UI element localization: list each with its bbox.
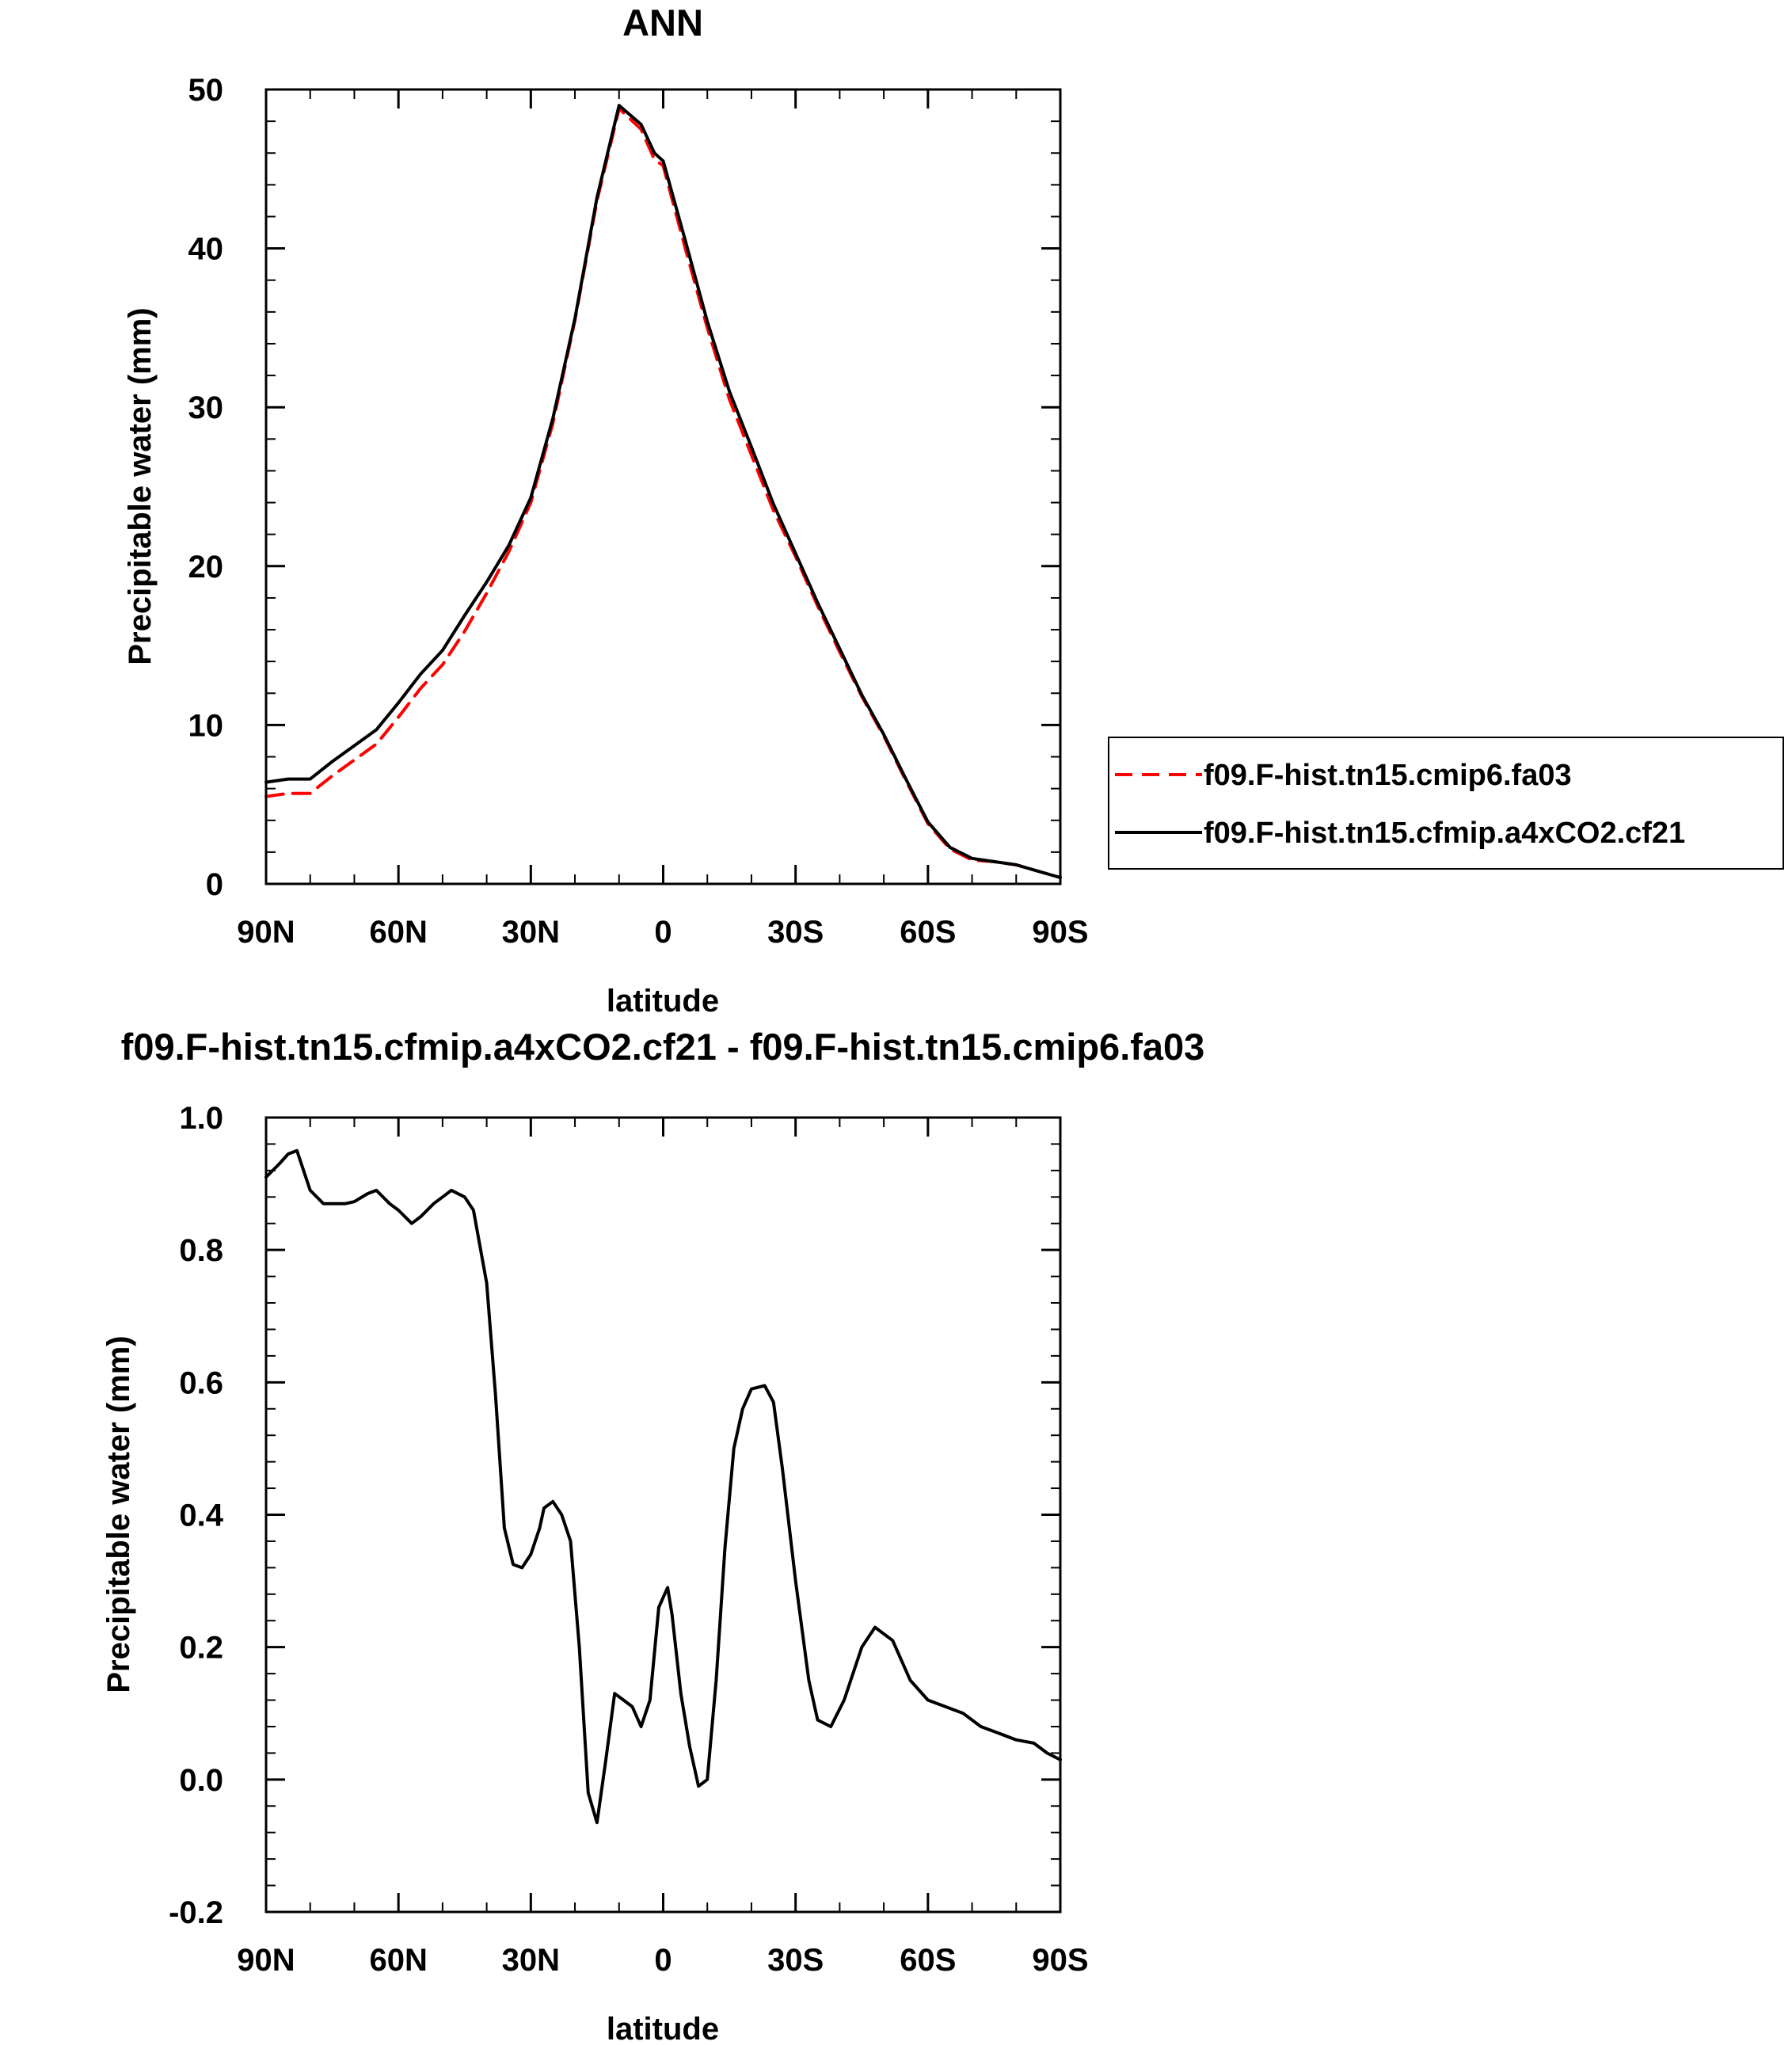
- axis-ticks: [264, 1116, 1062, 1914]
- x-tick-label: 0: [654, 1943, 672, 1978]
- x-tick-labels: 90N 60N 30N 0 30S 60S 90S: [237, 1943, 1088, 1978]
- y-tick-label: 40: [188, 232, 224, 267]
- legend-label-cmip6: f09.F-hist.tn15.cmip6.fa03: [1204, 759, 1572, 792]
- x-tick-label: 30S: [767, 915, 824, 950]
- x-tick-label: 30N: [502, 1943, 560, 1978]
- series-lines: [264, 1148, 1062, 1825]
- y-tick-label: -0.2: [169, 1895, 223, 1930]
- plot-frame: [264, 88, 1062, 885]
- x-tick-label: 60S: [900, 915, 956, 950]
- x-axis-label: latitude: [607, 2012, 719, 2045]
- x-tick-label: 90S: [1032, 1943, 1088, 1978]
- y-axis-label: Precipitable water (mm): [101, 1335, 136, 1693]
- chart-title: f09.F-hist.tn15.cfmip.a4xCO2.cf21 - f09.…: [121, 1026, 1205, 1068]
- x-tick-label: 0: [654, 915, 672, 950]
- x-tick-label: 90N: [237, 1943, 295, 1978]
- y-tick-label: 10: [188, 708, 224, 743]
- y-tick-label: 0.0: [179, 1763, 223, 1798]
- legend-box: [1108, 737, 1784, 870]
- climatology-chart: ANN 0 10 20 30 40 50 90N 60N 30N 0 30S 60S 90S lati…: [123, 2, 1784, 1019]
- x-tick-label: 60N: [369, 1943, 427, 1978]
- y-tick-label: 0.2: [179, 1631, 223, 1666]
- x-tick-label: 90S: [1032, 915, 1088, 950]
- y-tick-label: 0.8: [179, 1233, 223, 1268]
- chart-title: ANN: [622, 2, 703, 44]
- legend-label-a4xco2: f09.F-hist.tn15.cfmip.a4xCO2.cf21: [1204, 817, 1685, 850]
- y-tick-label: 20: [188, 550, 224, 585]
- legend: f09.F-hist.tn15.cmip6.fa03 f09.F-hist.tn…: [1108, 737, 1784, 870]
- x-tick-label: 30S: [767, 1943, 824, 1978]
- x-tick-label: 60N: [369, 915, 427, 950]
- x-tick-labels: 90N 60N 30N 0 30S 60S 90S: [237, 915, 1088, 950]
- x-tick-label: 60S: [900, 1943, 956, 1978]
- axis-ticks: [264, 88, 1062, 885]
- y-tick-label: 0.6: [179, 1365, 223, 1400]
- plot-frame: [264, 1116, 1062, 1914]
- x-tick-label: 30N: [502, 915, 560, 950]
- x-axis-label: latitude: [607, 984, 719, 1019]
- series-line: [264, 107, 1062, 879]
- y-tick-labels: -0.2 0.0 0.2 0.4 0.6 0.8 1.0: [169, 1101, 224, 1930]
- y-tick-labels: 0 10 20 30 40 50: [188, 73, 224, 902]
- y-tick-label: 50: [188, 73, 224, 108]
- series-line: [264, 104, 1062, 879]
- difference-chart: f09.F-hist.tn15.cfmip.a4xCO2.cf21 - f09.…: [101, 1026, 1204, 2045]
- y-tick-label: 1.0: [179, 1101, 223, 1136]
- y-tick-label: 30: [188, 390, 224, 425]
- y-tick-label: 0.4: [179, 1499, 223, 1533]
- series-line: [264, 1148, 1062, 1825]
- y-axis-label: Precipitable water (mm): [123, 307, 158, 665]
- x-tick-label: 90N: [237, 915, 295, 950]
- series-lines: [264, 104, 1062, 879]
- y-tick-label: 0: [206, 867, 223, 902]
